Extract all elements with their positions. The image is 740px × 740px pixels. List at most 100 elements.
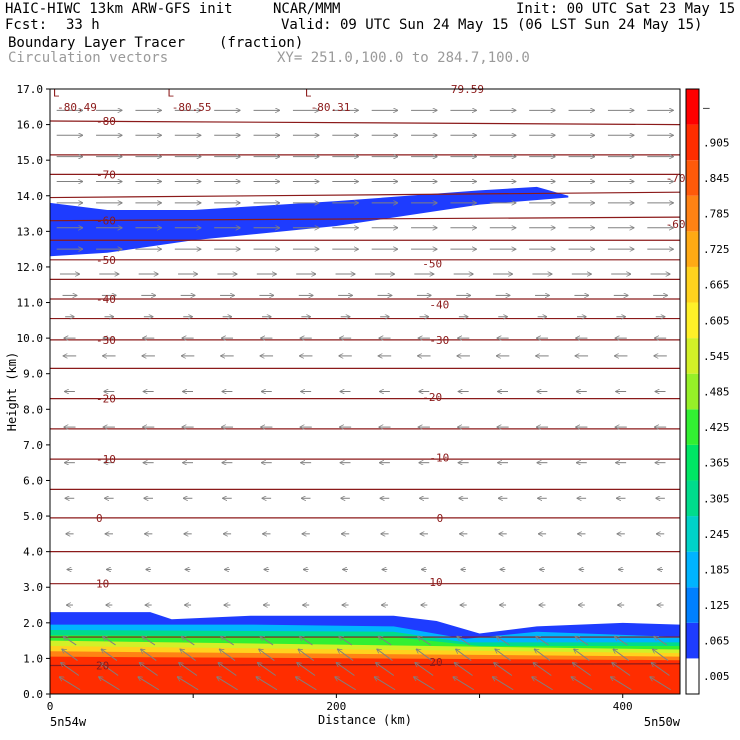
wind-vector [59,677,81,691]
colorbar-swatch [686,622,699,659]
upper-plume [50,186,569,257]
y-tick-label: 6.0 [23,474,43,487]
wind-vector [614,636,628,646]
contour-label: -50 [422,257,442,270]
model-title: HAIC-HIWC 13km ARW-GFS init [5,1,233,17]
y-tick-label: 16.0 [17,119,44,132]
y-tick-label: 17.0 [17,83,44,96]
wind-vector [612,663,631,676]
wind-vector [650,677,671,691]
field-units: (fraction) [219,35,304,51]
wind-vector [457,636,471,646]
y-tick-label: 10.0 [17,332,44,345]
minimum-label: L [167,87,174,100]
temperature-contours [50,120,680,667]
contour-label: -10 [96,453,116,466]
wind-vector [572,663,591,676]
contour-labels: 20 10 0 -10 -20 -30 -40 -50 -60 -70 -80 20 10 0 -10 -20… [53,83,686,673]
contour-label: 20 [429,656,442,669]
wind-vector [298,649,315,661]
contour-label: 20 [96,660,109,673]
wind-vector [376,663,395,676]
wind-vector [416,649,433,661]
forecast-label: Fcst: [5,17,48,33]
colorbar-label: .905 [703,136,730,149]
y-tick-label: 13.0 [17,225,44,238]
wind-vector [495,649,511,661]
field-name: Boundary Layer Tracer [8,35,186,51]
minimum-label: -80.49 [57,101,97,114]
colorbar-swatch [686,124,699,161]
wind-vector [180,649,196,661]
contour-label: 10 [96,578,109,591]
colorbar-swatch [686,160,699,196]
contour-label: 0 [96,512,103,525]
wind-vector [456,649,472,661]
y-tick-label: 8.0 [23,403,43,416]
wind-vector [99,677,120,691]
wind-vector [177,677,199,691]
wind-vector [492,677,514,691]
y-tick-label: 12.0 [17,261,44,274]
axes: 0.0 1.0 2.0 3.0 4.0 5.0 6.0 7.0 8.0 9.0 10.0 11.0 12… [5,83,681,729]
wind-vector [142,636,156,646]
colorbar-swatch [686,409,699,445]
colorbar: .005 .065 .125 .185 .245 .305 .365 .425 .485 .545… [685,88,730,695]
plot-frame [49,88,681,695]
wind-vector [611,677,632,691]
colorbar-label: – [703,101,710,114]
colorbar-label: .365 [703,457,730,470]
y-tick-label: 4.0 [23,546,43,559]
colorbar-label: .185 [703,563,730,576]
wind-vector [63,636,77,646]
colorbar-label: .125 [703,599,730,612]
y-tick-label: 0.0 [23,688,43,701]
wind-vector [653,649,669,661]
contour-label: 0 [437,512,444,525]
contour-label: -30 [429,334,449,347]
wind-vector [299,636,313,646]
minimum-label: -80.31 [311,101,351,114]
colorbar-swatch [686,373,699,410]
colorbar-swatch [686,587,699,623]
wind-vector [534,649,551,661]
minimum-label: L [53,87,60,100]
contour-line [50,191,680,199]
y-tick-label: 9.0 [23,368,43,381]
circulation-vectors [56,110,674,691]
y-tick-label: 11.0 [17,297,44,310]
x-tick-label: 200 [326,700,346,713]
wind-vector [532,677,553,691]
contour-label: -60 [96,215,116,228]
wind-vector [141,649,157,661]
forecast-hour: 33 h [66,17,100,33]
wind-vector [338,649,354,661]
wind-vector [257,663,276,676]
colorbar-swatch [686,551,699,588]
y-tick-label: 2.0 [23,617,43,630]
wind-vector [217,677,238,691]
colorbar-swatch [686,480,699,517]
y-tick-label: 7.0 [23,439,43,452]
colorbar-swatch [686,516,699,552]
right-endpoint: 5n50w [644,715,681,729]
colorbar-label: .845 [703,172,730,185]
wind-vector [219,649,236,661]
contour-line [50,120,680,126]
left-endpoint: 5n54w [50,715,87,729]
wind-vector [571,677,593,691]
colorbar-frame [685,88,700,695]
wind-vector [339,636,353,646]
contour-label: -60 [666,218,686,231]
cross-section-coords: XY= 251.0,100.0 to 284.7,100.0 [277,50,530,66]
contour-label: -70 [96,168,116,181]
colorbar-swatch [686,195,699,232]
wind-vector [414,677,435,691]
wind-vector [103,636,116,646]
wind-vector [613,649,630,661]
contour-line [50,216,680,222]
colorbar-swatch [686,444,699,481]
y-axis-label: Height (km) [5,352,19,431]
wind-vector [336,663,355,676]
